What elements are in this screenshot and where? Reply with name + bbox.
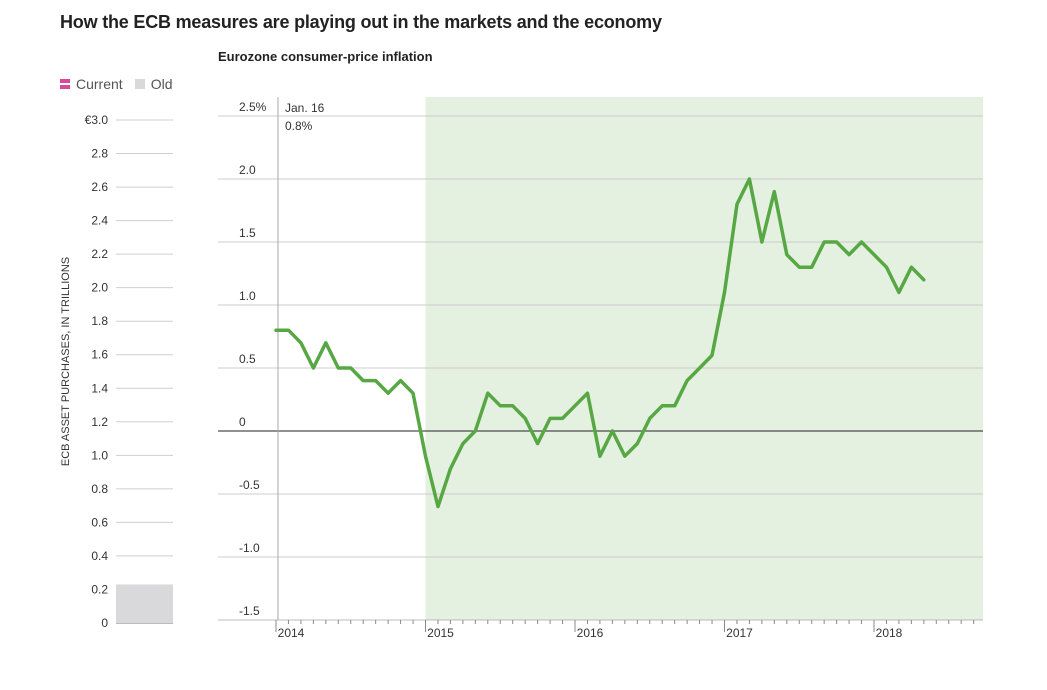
legend-label-old: Old [150, 76, 173, 92]
y-tick-label: 0.5 [239, 352, 256, 366]
bar-y-tick-label: 2.2 [91, 247, 108, 261]
y-tick-label: 2.5% [239, 100, 267, 114]
bar-y-tick-label: 2.0 [91, 281, 108, 295]
y-tick-label: -1.5 [239, 604, 260, 618]
x-tick-label: 2014 [278, 626, 305, 640]
bar-y-tick-label: 1.2 [91, 415, 108, 429]
bar-old [116, 584, 173, 623]
legend-swatch-old [134, 79, 145, 89]
legend-label-current: Current [76, 76, 123, 92]
legend: Current Old [60, 76, 184, 92]
y-tick-label: 1.5 [239, 226, 256, 240]
y-tick-label: -1.0 [239, 541, 260, 555]
x-tick-label: 2017 [726, 626, 753, 640]
inflation-series-line [274, 177, 926, 509]
bar-y-tick-label: 2.6 [91, 180, 108, 194]
bar-y-axis-label: ECB ASSET PURCHASES, IN TRILLIONS [60, 257, 72, 466]
line-chart-title: Eurozone consumer-price inflation [218, 49, 433, 64]
legend-item-current: Current [60, 76, 123, 92]
legend-item-old: Old [134, 76, 173, 92]
bar-y-tick-label: 0.6 [91, 515, 108, 529]
legend-swatch-current [60, 79, 70, 89]
bar-y-tick-label: 2.8 [91, 147, 108, 161]
marker-date-label: Jan. 16 [285, 101, 325, 115]
marker-value-label: 0.8% [285, 119, 313, 133]
chart-title: How the ECB measures are playing out in … [60, 12, 662, 32]
y-tick-label: 0 [239, 415, 246, 429]
y-tick-label: -0.5 [239, 478, 260, 492]
bar-y-tick-label: 1.6 [91, 348, 108, 362]
y-tick-label: 1.0 [239, 289, 256, 303]
shaded-region [425, 97, 983, 620]
x-tick-label: 2016 [577, 626, 604, 640]
x-tick-label: 2018 [876, 626, 903, 640]
bar-y-tick-label: €3.0 [85, 113, 109, 127]
x-tick-label: 2015 [427, 626, 454, 640]
asset-purchases-chart: €3.0 2.8 2.6 2.4 2.2 2.0 1.8 1.6 1.4 1.2 1.0 0.8 0.6… [60, 113, 173, 630]
bar-y-tick-label: 1.0 [91, 448, 108, 462]
bar-y-tick-label: 0.2 [91, 582, 108, 596]
bar-y-tick-label: 1.4 [91, 381, 108, 395]
bar-y-tick-label: 2.4 [91, 214, 108, 228]
bar-y-tick-label: 1.8 [91, 314, 108, 328]
bar-y-tick-label: 0.8 [91, 482, 108, 496]
bar-y-tick-label: 0 [101, 616, 108, 630]
bar-y-tick-label: 0.4 [91, 549, 108, 563]
y-tick-label: 2.0 [239, 163, 256, 177]
